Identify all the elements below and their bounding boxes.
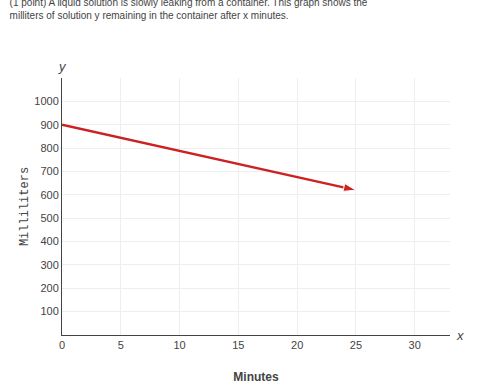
svg-text:900: 900: [40, 119, 58, 131]
svg-text:(1 point) A liquid solution is: (1 point) A liquid solution is slowly le…: [10, 0, 368, 21]
svg-text:100: 100: [40, 305, 58, 317]
svg-text:15: 15: [232, 339, 244, 351]
svg-text:Milliliters: Milliliters: [18, 167, 32, 246]
svg-text:x: x: [456, 328, 464, 343]
svg-text:25: 25: [350, 339, 362, 351]
svg-text:400: 400: [40, 235, 58, 247]
svg-text:5: 5: [118, 339, 124, 351]
svg-text:500: 500: [40, 212, 58, 224]
svg-text:700: 700: [40, 165, 58, 177]
svg-text:1000: 1000: [34, 95, 58, 107]
svg-text:30: 30: [409, 339, 421, 351]
svg-text:0: 0: [59, 339, 65, 351]
svg-text:800: 800: [40, 142, 58, 154]
svg-text:20: 20: [291, 339, 303, 351]
svg-text:300: 300: [40, 259, 58, 271]
svg-text:600: 600: [40, 189, 58, 201]
svg-text:y: y: [58, 59, 67, 74]
svg-text:200: 200: [40, 282, 58, 294]
svg-text:10: 10: [173, 339, 185, 351]
svg-text:Minutes: Minutes: [233, 370, 279, 384]
